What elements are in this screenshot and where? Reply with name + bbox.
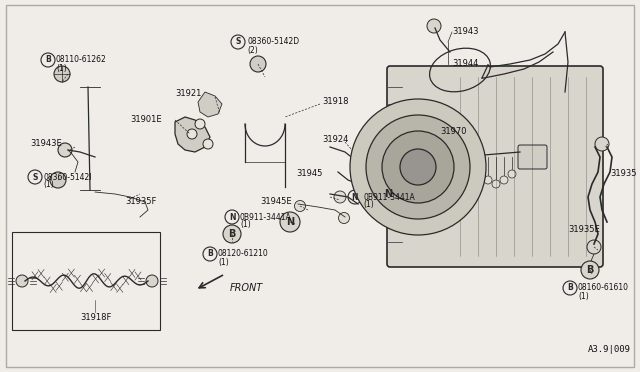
Circle shape — [500, 176, 508, 184]
Text: 31921: 31921 — [175, 90, 202, 99]
Circle shape — [382, 131, 454, 203]
Text: N: N — [286, 217, 294, 227]
Text: S: S — [236, 38, 241, 46]
Circle shape — [366, 115, 470, 219]
Text: (1): (1) — [578, 292, 589, 301]
Text: 31945E: 31945E — [260, 198, 292, 206]
Text: (1): (1) — [240, 221, 251, 230]
FancyBboxPatch shape — [518, 145, 547, 169]
Circle shape — [146, 275, 158, 287]
Circle shape — [225, 210, 239, 224]
Text: 31943: 31943 — [452, 28, 479, 36]
Circle shape — [58, 143, 72, 157]
Text: 08110-61262: 08110-61262 — [56, 55, 107, 64]
Circle shape — [563, 281, 577, 295]
Text: 08360-5142I: 08360-5142I — [43, 173, 92, 182]
Circle shape — [250, 56, 266, 72]
Circle shape — [492, 180, 500, 188]
Text: N: N — [352, 192, 358, 202]
Text: B: B — [586, 265, 594, 275]
Text: 31901E: 31901E — [130, 115, 162, 125]
Text: 31924: 31924 — [322, 135, 348, 144]
Text: (1): (1) — [218, 257, 228, 266]
Circle shape — [203, 139, 213, 149]
Text: 31935: 31935 — [610, 170, 637, 179]
Text: 0B911-3441A: 0B911-3441A — [240, 212, 292, 221]
Text: B: B — [207, 250, 213, 259]
Text: (1): (1) — [43, 180, 54, 189]
Text: N: N — [228, 212, 236, 221]
Polygon shape — [198, 92, 222, 117]
Circle shape — [595, 137, 609, 151]
Circle shape — [508, 170, 516, 178]
Circle shape — [231, 35, 245, 49]
Text: 08360-5142D: 08360-5142D — [247, 38, 299, 46]
Bar — [12, 232, 160, 330]
FancyBboxPatch shape — [387, 66, 603, 267]
Circle shape — [280, 212, 300, 232]
Circle shape — [28, 170, 42, 184]
Text: B: B — [567, 283, 573, 292]
Circle shape — [427, 19, 441, 33]
Circle shape — [334, 191, 346, 203]
Text: 08160-61610: 08160-61610 — [578, 283, 629, 292]
Text: B: B — [45, 55, 51, 64]
Circle shape — [350, 99, 486, 235]
Circle shape — [294, 201, 305, 212]
Text: 31935F: 31935F — [125, 198, 156, 206]
Text: (1): (1) — [56, 64, 67, 73]
Circle shape — [587, 240, 601, 254]
Text: 31944: 31944 — [452, 60, 478, 68]
Circle shape — [203, 247, 217, 261]
Text: (2): (2) — [247, 45, 258, 55]
Circle shape — [223, 225, 241, 243]
Circle shape — [187, 129, 197, 139]
Circle shape — [476, 170, 484, 178]
Text: 08120-61210: 08120-61210 — [218, 250, 269, 259]
Circle shape — [50, 172, 66, 188]
Text: 0B911-3441A: 0B911-3441A — [363, 192, 415, 202]
Text: N: N — [384, 189, 392, 199]
Circle shape — [41, 53, 55, 67]
Circle shape — [348, 190, 362, 204]
Circle shape — [339, 212, 349, 224]
Circle shape — [195, 119, 205, 129]
Text: 31945: 31945 — [296, 170, 323, 179]
Circle shape — [16, 275, 28, 287]
Text: 31943E: 31943E — [30, 140, 61, 148]
Polygon shape — [175, 117, 210, 152]
Text: 31918: 31918 — [322, 97, 349, 106]
Text: S: S — [32, 173, 38, 182]
Circle shape — [378, 184, 398, 204]
Text: A3.9|009: A3.9|009 — [588, 346, 631, 355]
Text: B: B — [228, 229, 236, 239]
Text: 31935E: 31935E — [568, 225, 600, 234]
Circle shape — [581, 261, 599, 279]
Text: (1): (1) — [363, 201, 374, 209]
Text: 31970: 31970 — [440, 128, 467, 137]
Circle shape — [54, 66, 70, 82]
Circle shape — [400, 149, 436, 185]
Text: FRONT: FRONT — [230, 283, 263, 293]
Circle shape — [484, 176, 492, 184]
Text: 31918F: 31918F — [80, 312, 111, 321]
